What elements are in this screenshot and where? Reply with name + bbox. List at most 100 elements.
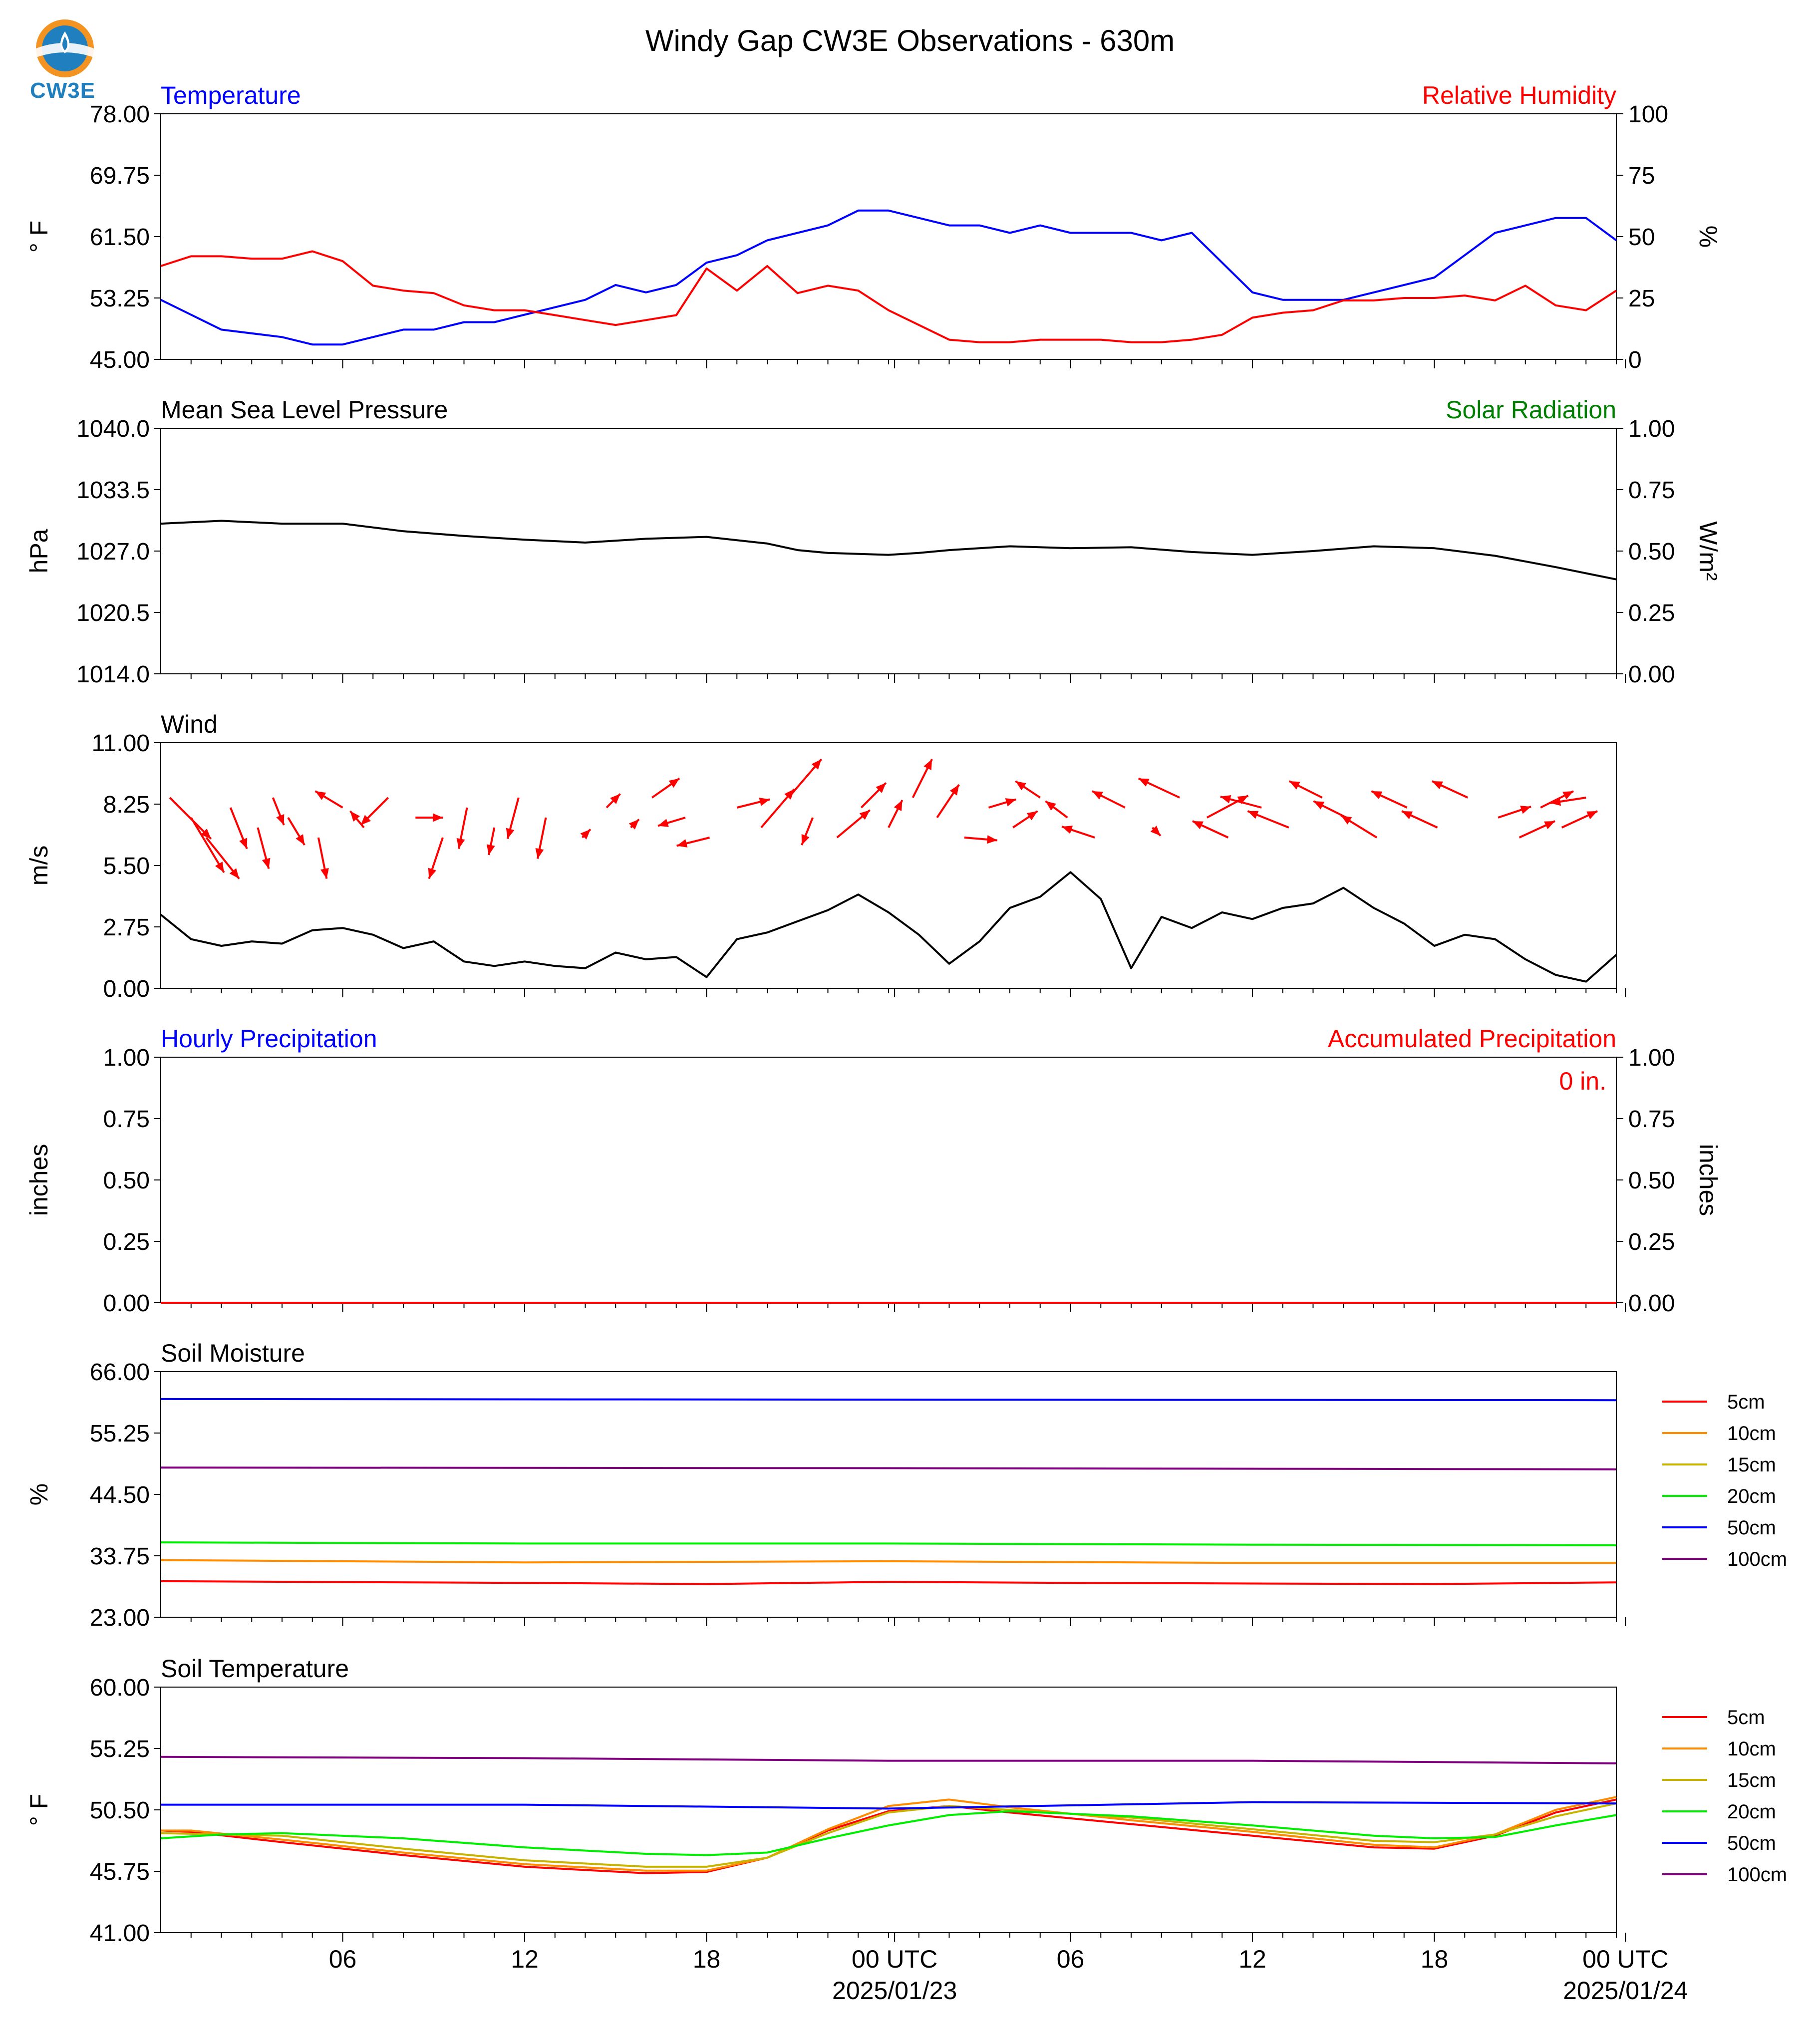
y-tick-label: 69.75	[90, 163, 150, 189]
y-tick-label-right: 100	[1628, 101, 1668, 128]
y-tick-label: 1027.0	[76, 539, 150, 565]
wind-arrow-head	[1150, 826, 1161, 836]
x-tick-label: 00 UTC	[852, 1945, 937, 1973]
series-line-20cm	[160, 1810, 1617, 1856]
y-tick-label: 33.75	[90, 1543, 150, 1570]
y-tick-label: 23.00	[90, 1605, 150, 1631]
x-tick-label: 18	[693, 1945, 721, 1973]
wind-arrow-head	[201, 829, 211, 839]
wind-arrow-head	[296, 834, 305, 845]
y-tick-label: 41.00	[90, 1920, 150, 1947]
y-axis-title: ° F	[25, 1794, 53, 1826]
y-tick-label: 0.50	[103, 1167, 150, 1194]
wind-arrow-head	[859, 810, 870, 820]
wind-arrow-head	[1562, 791, 1574, 800]
y-tick-label: 60.00	[90, 1675, 150, 1701]
wind-arrow-head	[1062, 826, 1073, 834]
y-tick-label: 45.75	[90, 1859, 150, 1885]
x-tick-label: 12	[511, 1945, 539, 1973]
series-line-20cm	[160, 1541, 1617, 1546]
x-tick-label: 00 UTC	[1582, 1945, 1668, 1973]
y-tick-label: 61.50	[90, 224, 150, 251]
y-tick-label-right: 0.75	[1628, 1106, 1675, 1133]
panel-label-left: Soil Moisture	[161, 1339, 305, 1367]
wind-arrow-head	[1092, 791, 1103, 800]
legend-label: 5cm	[1727, 1391, 1765, 1413]
wind-arrow-head	[433, 813, 443, 822]
wind-arrow-head	[610, 794, 620, 804]
legend-label: 20cm	[1727, 1485, 1776, 1507]
panel-6: Soil Temperature 60.00 55.25 50.50 45.75 41.0…	[25, 1655, 1787, 2005]
y-tick-label: 1033.5	[76, 477, 150, 504]
wind-arrow-head	[759, 798, 770, 806]
series-line-black	[160, 520, 1617, 580]
y-tick-label: 0.00	[103, 976, 150, 1002]
y-tick-label-right: 1.00	[1628, 1045, 1675, 1071]
x-tick-label: 12	[1238, 1945, 1266, 1973]
wind-arrow-head	[1026, 811, 1038, 821]
series-line-10cm	[160, 1559, 1616, 1564]
wind-arrow-head	[229, 868, 240, 879]
legend-label: 15cm	[1727, 1454, 1776, 1476]
y-tick-label: 53.25	[90, 286, 150, 312]
wind-arrow-head	[801, 834, 810, 845]
wind-arrow-head	[1432, 781, 1443, 790]
wind-arrow-head	[320, 868, 329, 879]
panel-5: Soil Moisture 66.00 55.25 44.50 33.75 23.00% 5…	[25, 1339, 1787, 1631]
y-tick-label: 8.25	[103, 792, 150, 818]
x-date-label: 2025/01/23	[832, 1977, 957, 2005]
wind-arrow-head	[350, 811, 360, 822]
panel-label-right: Accumulated Precipitation	[1328, 1025, 1616, 1053]
wind-arrow-head	[1371, 791, 1383, 800]
wind-arrow-head	[456, 838, 465, 849]
y-tick-label: 78.00	[90, 101, 150, 128]
legend-label: 10cm	[1727, 1423, 1776, 1445]
panel-2: Mean Sea Level Pressure Solar Radiation 10…	[25, 396, 1722, 688]
y-tick-label-right: 75	[1628, 163, 1655, 189]
wind-arrow-head	[486, 844, 495, 855]
panel-label-right: Relative Humidity	[1422, 81, 1616, 109]
wind-arrow-head	[784, 789, 794, 800]
wind-arrow-head	[657, 819, 669, 827]
y-tick-label: 50.50	[90, 1797, 150, 1824]
x-tick-label: 06	[329, 1945, 357, 1973]
cw3e-logo: CW3E	[25, 17, 105, 103]
wind-arrow-head	[1402, 811, 1413, 820]
series-line-blue	[160, 209, 1617, 346]
panel-frame	[160, 428, 1617, 674]
y-axis-title: inches	[25, 1144, 53, 1216]
wind-arrow-head	[580, 829, 591, 840]
wind-arrow-head	[239, 838, 248, 849]
series-line-10cm	[161, 1796, 1617, 1872]
series-line-black	[160, 871, 1617, 983]
panel-label-left: Hourly Precipitation	[161, 1025, 377, 1053]
wind-arrow-head	[506, 828, 515, 839]
y-tick-label: 1020.5	[76, 600, 150, 626]
y-axis-title-right: W/m²	[1694, 521, 1722, 580]
panel-label-left: Soil Temperature	[161, 1655, 349, 1683]
wind-arrow-head	[676, 839, 688, 848]
panel-frame	[160, 1687, 1617, 1933]
panel-frame	[160, 742, 1617, 989]
panel-1: Temperature Relative Humidity 78.00 69.75 61…	[25, 81, 1722, 373]
y-axis-title: m/s	[25, 846, 53, 886]
legend-label: 10cm	[1727, 1738, 1776, 1760]
legend-label: 15cm	[1727, 1769, 1776, 1791]
legend-label: 100cm	[1727, 1864, 1787, 1886]
panel-frame	[160, 1057, 1617, 1303]
series-line-5cm	[160, 1580, 1617, 1585]
y-tick-label: 1014.0	[76, 661, 150, 688]
wind-arrow-head	[811, 759, 822, 770]
wind-arrow-head	[949, 785, 959, 796]
panel-label-left: Mean Sea Level Pressure	[161, 396, 448, 424]
y-tick-label: 44.50	[90, 1482, 150, 1508]
wind-arrow-head	[1220, 795, 1231, 804]
legend-label: 50cm	[1727, 1517, 1776, 1539]
wind-arrow-head	[276, 814, 285, 825]
y-tick-label-right: 0.00	[1628, 661, 1675, 688]
wind-arrow-head	[215, 862, 224, 872]
wind-arrow-head	[1045, 801, 1056, 811]
y-axis-title-right: %	[1694, 226, 1722, 248]
wind-arrow-head	[628, 819, 639, 830]
